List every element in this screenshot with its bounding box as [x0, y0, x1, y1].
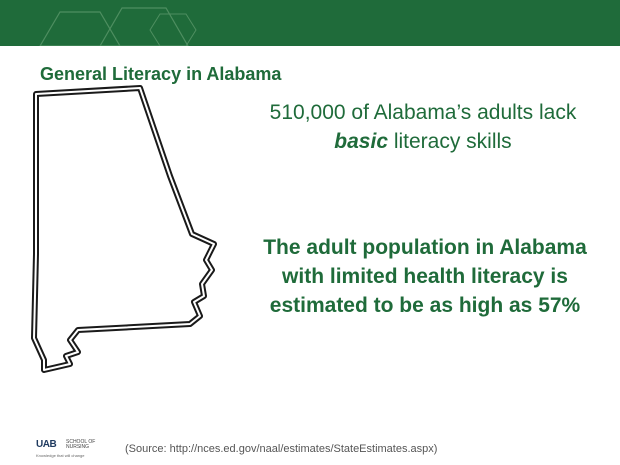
slide-title: General Literacy in Alabama: [40, 64, 282, 84]
literacy-stat: 510,000 of Alabama’s adults lack basic l…: [250, 98, 596, 156]
health-literacy-statement: The adult population in Alabama with lim…: [263, 236, 587, 317]
logo-mark: UAB: [36, 439, 57, 450]
logo-school-line1: SCHOOL OF: [66, 439, 96, 445]
alabama-map-outline: [31, 85, 217, 373]
stat-text-before: 510,000 of Alabama’s adults lack: [269, 101, 577, 124]
hexagon-decoration: [39, 7, 197, 46]
stat-emphasis: basic: [334, 130, 388, 153]
stat-text-after: literacy skills: [388, 130, 512, 153]
uab-nursing-logo: UAB SCHOOL OF NURSING Knowledge that wil…: [36, 440, 108, 462]
logo-tagline: Knowledge that will change: [36, 453, 85, 458]
header-band: [0, 0, 620, 46]
source-citation: (Source: http://nces.ed.gov/naal/estimat…: [125, 443, 438, 455]
logo-school-name: SCHOOL OF NURSING: [66, 440, 95, 450]
logo-school-line2: NURSING: [66, 444, 90, 450]
